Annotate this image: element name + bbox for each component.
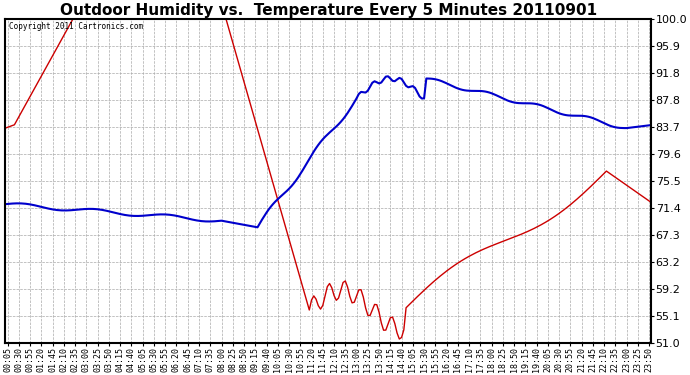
Title: Outdoor Humidity vs.  Temperature Every 5 Minutes 20110901: Outdoor Humidity vs. Temperature Every 5… <box>60 3 597 18</box>
Text: Copyright 2011 Cartronics.com: Copyright 2011 Cartronics.com <box>9 22 143 31</box>
